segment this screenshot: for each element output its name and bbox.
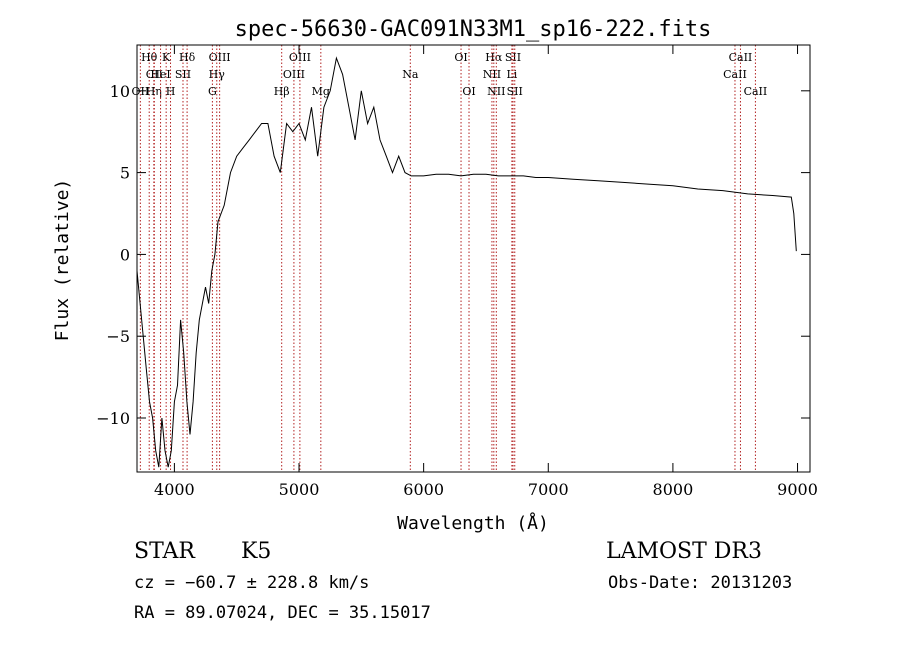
x-tick-label: 7000 <box>528 480 569 499</box>
y-tick-label: 10 <box>110 82 130 101</box>
spectral-line-label: SII <box>507 85 523 98</box>
spectral-line-label: SII <box>505 51 521 64</box>
spectral-line-markers: HθCIIOIIKHηHeISIIHHδOIIIHγGHβOIIIOIIIMgN… <box>132 45 768 472</box>
y-axis-label: Flux (relative) <box>52 179 73 342</box>
spectrum-line <box>136 56 797 468</box>
chart-title: spec-56630-GAC091N33M1_sp16-222.fits <box>235 17 712 42</box>
spectral-line-label: H <box>166 85 176 98</box>
spectral-line-label: Hα <box>485 51 503 64</box>
spectral-line-label: NII <box>483 68 501 81</box>
spectral-line-label: CaII <box>729 51 753 64</box>
spectral-line-label: SII <box>175 68 191 81</box>
spectral-line-label: Mg <box>312 85 330 98</box>
x-axis-label: Wavelength (Å) <box>397 512 549 534</box>
x-tick-label: 8000 <box>653 480 694 499</box>
axis-ticks: 4000 5000 6000 7000 8000 9000 −10 −5 0 5 10 <box>96 45 818 499</box>
y-tick-label: −5 <box>106 327 130 346</box>
x-tick-label: 4000 <box>154 480 195 499</box>
spectral-line-label: OIII <box>209 51 231 64</box>
spectral-line-label: NII <box>487 85 505 98</box>
spectral-line-label: Hβ <box>274 85 290 98</box>
spectral-line-label: CaII <box>723 68 747 81</box>
spectral-line-label: OIII <box>289 51 311 64</box>
spectral-line-label: Hη <box>146 85 162 98</box>
spectral-line-label: G <box>208 85 217 98</box>
x-tick-label: 5000 <box>279 480 320 499</box>
spectral-line-label: OI <box>462 85 475 98</box>
coordinates: RA = 89.07024, DEC = 35.15017 <box>134 603 431 623</box>
survey-name: LAMOST DR3 <box>606 539 762 564</box>
spectral-line-label: Na <box>402 68 419 81</box>
spectral-line-label: OI <box>454 51 467 64</box>
spectral-line-label: Li <box>506 68 517 81</box>
spectral-line-label: Hγ <box>209 68 226 81</box>
observation-date: Obs-Date: 20131203 <box>608 573 793 593</box>
spectral-line-label: HeI <box>150 68 170 81</box>
redshift-velocity: cz = −60.7 ± 228.8 km/s <box>134 573 370 593</box>
y-tick-label: −10 <box>96 409 130 428</box>
x-tick-label: 9000 <box>777 480 818 499</box>
spectral-line-label: CaII <box>744 85 768 98</box>
plot-frame <box>136 44 811 473</box>
spectral-line-label: OIII <box>283 68 305 81</box>
x-tick-label: 6000 <box>403 480 444 499</box>
object-subclass: K5 <box>241 539 272 564</box>
spectral-line-label: K <box>162 51 171 64</box>
spectral-line-label: Hθ <box>141 51 158 64</box>
y-tick-label: 0 <box>120 245 130 264</box>
object-class: STAR <box>134 539 195 564</box>
spectral-line-label: OII <box>132 85 150 98</box>
spectral-line-label: Hδ <box>179 51 196 64</box>
y-tick-label: 5 <box>120 164 130 183</box>
